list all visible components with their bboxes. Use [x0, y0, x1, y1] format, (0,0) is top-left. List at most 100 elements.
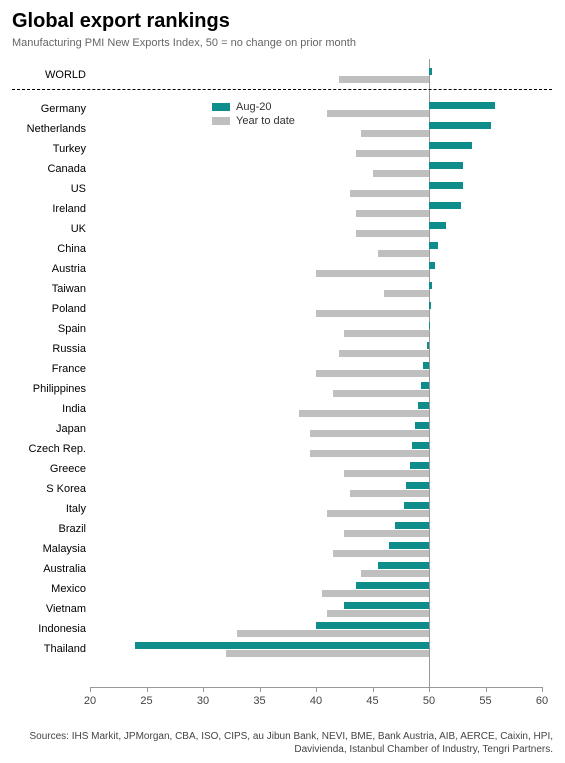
bar-aug20: [418, 402, 429, 409]
row-label: Greece: [12, 459, 86, 479]
bar-ytd: [350, 190, 429, 197]
row-label: Ireland: [12, 199, 86, 219]
row-label: S Korea: [12, 479, 86, 499]
bar-ytd: [310, 450, 429, 457]
bar-aug20: [423, 362, 429, 369]
x-tick-label: 45: [366, 695, 378, 707]
row-label: India: [12, 399, 86, 419]
bar-aug20: [316, 622, 429, 629]
row-label: UK: [12, 219, 86, 239]
sources-text: Sources: IHS Markit, JPMorgan, CBA, ISO,…: [12, 730, 553, 756]
x-tick: [542, 687, 543, 692]
bar-ytd: [361, 130, 429, 137]
bar-ytd: [237, 630, 429, 637]
x-tick-label: 60: [536, 695, 548, 707]
bar-ytd: [339, 350, 429, 357]
bar-aug20: [404, 502, 429, 509]
row-world: WORLD: [12, 65, 552, 85]
row-label: Netherlands: [12, 119, 86, 139]
row-label: Mexico: [12, 579, 86, 599]
bar-aug20: [389, 542, 429, 549]
row-label: Spain: [12, 319, 86, 339]
bar-ytd: [327, 110, 429, 117]
row-label: Malaysia: [12, 539, 86, 559]
row-country: Philippines: [12, 379, 552, 399]
bar-ytd: [327, 610, 429, 617]
row-country: India: [12, 399, 552, 419]
row-country: Australia: [12, 559, 552, 579]
row-country: Brazil: [12, 519, 552, 539]
bar-aug20: [429, 142, 472, 149]
bar-aug20: [356, 582, 429, 589]
x-tick: [486, 687, 487, 692]
row-label: Poland: [12, 299, 86, 319]
bar-ytd: [361, 570, 429, 577]
bar-ytd: [310, 430, 429, 437]
x-tick-label: 40: [310, 695, 322, 707]
x-tick-label: 50: [423, 695, 435, 707]
bar-ytd: [226, 650, 429, 657]
row-label: Thailand: [12, 639, 86, 659]
x-tick: [316, 687, 317, 692]
row-label: Italy: [12, 499, 86, 519]
row-label: Australia: [12, 559, 86, 579]
bar-ytd: [339, 76, 429, 83]
row-country: UK: [12, 219, 552, 239]
bar-aug20: [429, 182, 463, 189]
row-label: Philippines: [12, 379, 86, 399]
legend-label-aug20: Aug-20: [236, 101, 271, 113]
row-country: Poland: [12, 299, 552, 319]
chart-area: WORLDGermanyNetherlandsTurkeyCanadaUSIre…: [12, 59, 552, 719]
row-country: Canada: [12, 159, 552, 179]
row-country: Indonesia: [12, 619, 552, 639]
bar-aug20: [429, 322, 430, 329]
row-country: Italy: [12, 499, 552, 519]
row-country: Russia: [12, 339, 552, 359]
row-country: US: [12, 179, 552, 199]
bar-aug20: [395, 522, 429, 529]
bar-ytd: [333, 550, 429, 557]
x-tick-label: 35: [253, 695, 265, 707]
row-label: Turkey: [12, 139, 86, 159]
row-country: Taiwan: [12, 279, 552, 299]
row-country: Mexico: [12, 579, 552, 599]
bar-ytd: [333, 390, 429, 397]
bar-ytd: [350, 490, 429, 497]
bar-ytd: [316, 310, 429, 317]
x-tick-label: 55: [479, 695, 491, 707]
bar-aug20: [429, 202, 461, 209]
x-tick-label: 30: [197, 695, 209, 707]
bar-ytd: [322, 590, 429, 597]
world-divider: [12, 89, 552, 90]
row-label: Indonesia: [12, 619, 86, 639]
row-country: Vietnam: [12, 599, 552, 619]
bar-aug20: [429, 122, 491, 129]
row-label: Russia: [12, 339, 86, 359]
row-country: Greece: [12, 459, 552, 479]
x-tick: [90, 687, 91, 692]
legend-swatch-ytd: [212, 117, 230, 125]
legend-item-aug20: Aug-20: [212, 101, 295, 113]
row-label: Canada: [12, 159, 86, 179]
row-label: France: [12, 359, 86, 379]
bar-ytd: [356, 150, 429, 157]
row-country: Japan: [12, 419, 552, 439]
bar-aug20: [429, 222, 446, 229]
bar-aug20: [429, 262, 435, 269]
row-country: Austria: [12, 259, 552, 279]
legend-item-ytd: Year to date: [212, 115, 295, 127]
bar-aug20: [429, 302, 431, 309]
row-label: Japan: [12, 419, 86, 439]
bar-ytd: [316, 270, 429, 277]
row-country: Ireland: [12, 199, 552, 219]
bar-aug20: [429, 162, 463, 169]
bar-aug20: [429, 68, 432, 75]
x-tick-label: 25: [140, 695, 152, 707]
bar-aug20: [427, 342, 429, 349]
x-tick: [203, 687, 204, 692]
x-tick: [147, 687, 148, 692]
bar-ytd: [344, 530, 429, 537]
bar-aug20: [421, 382, 429, 389]
page-title: Global export rankings: [12, 10, 553, 33]
bar-ytd: [373, 170, 430, 177]
